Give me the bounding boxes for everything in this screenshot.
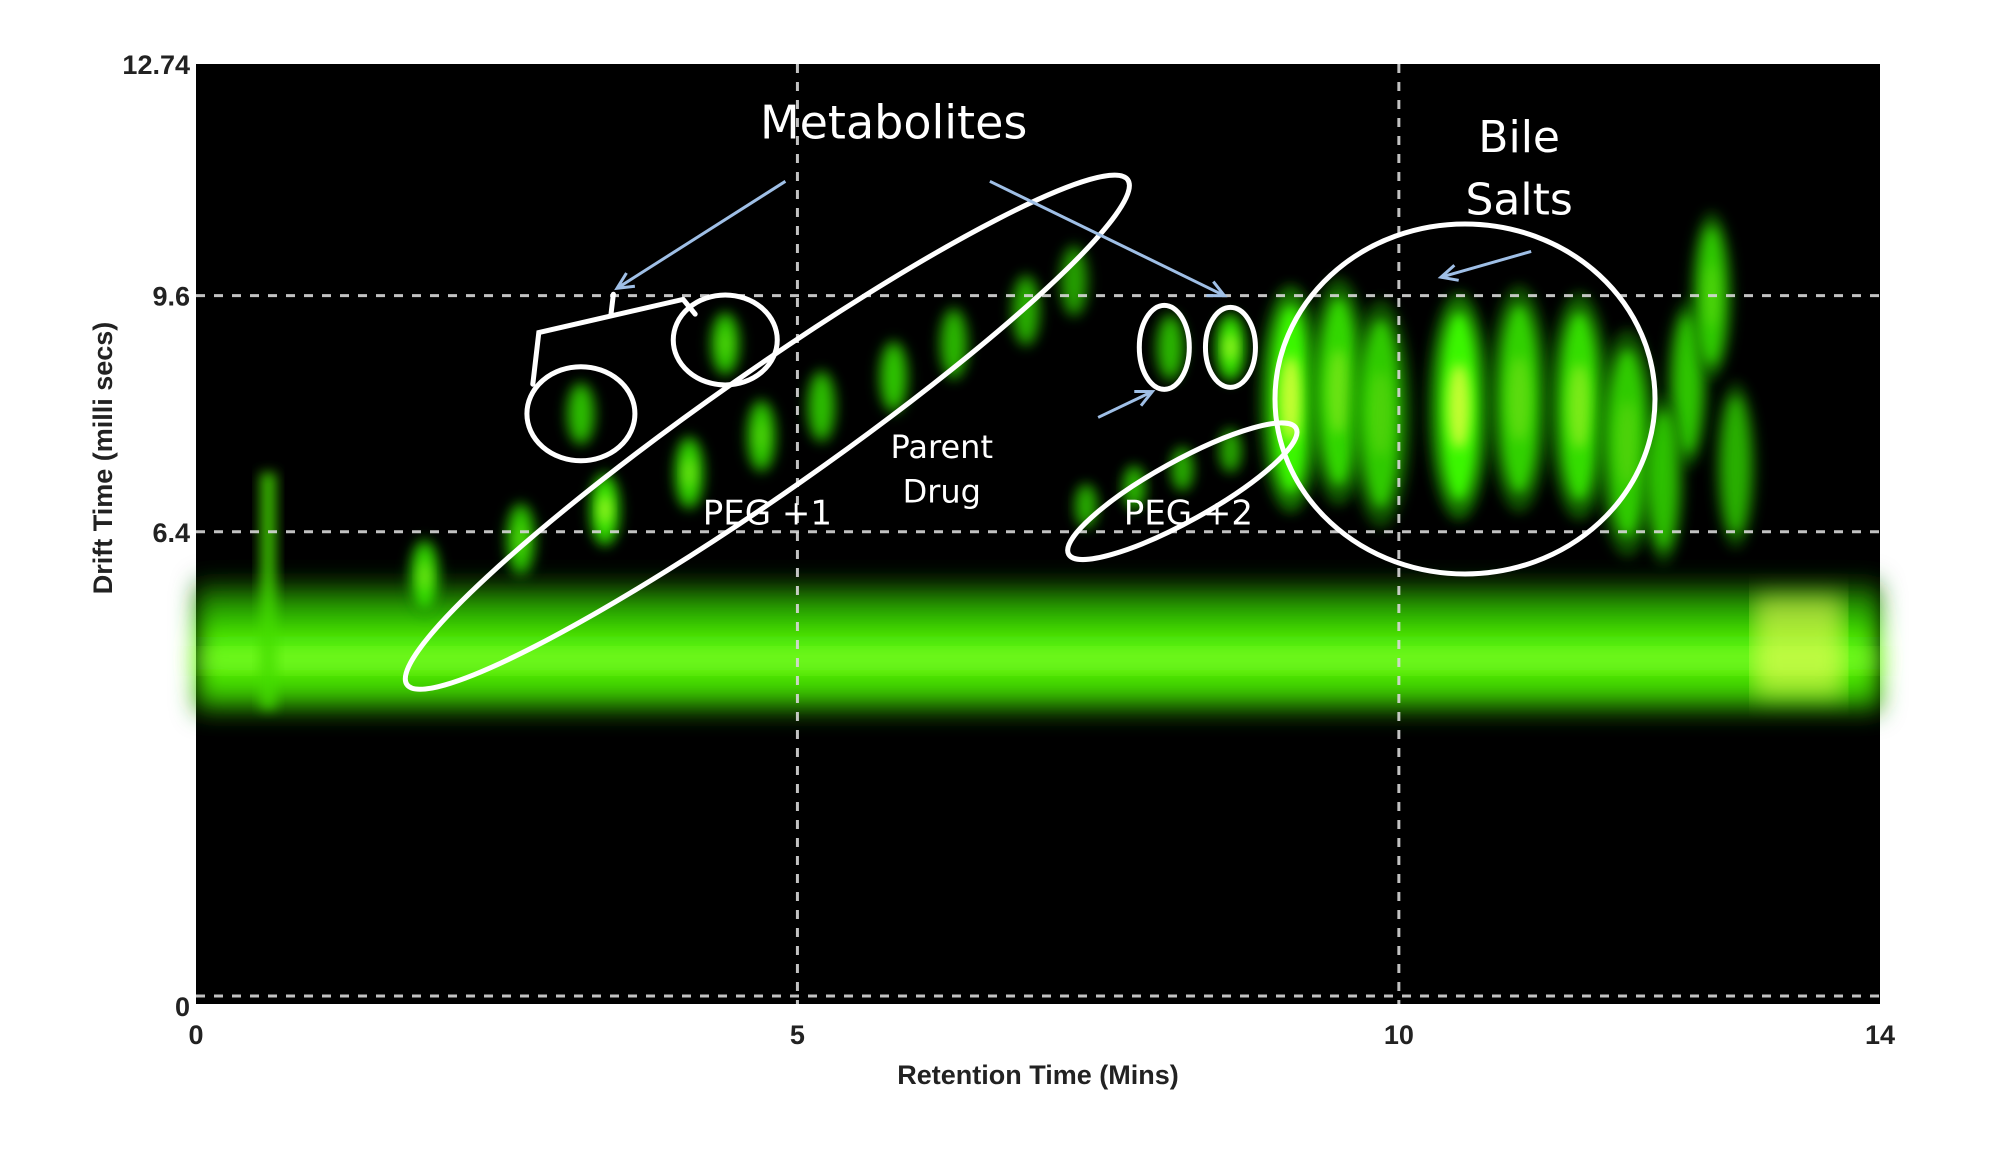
peak-body xyxy=(1649,410,1678,551)
peak-body xyxy=(1221,430,1240,471)
peg1-peak xyxy=(406,537,443,615)
peak-core xyxy=(1224,333,1237,361)
peak-body xyxy=(569,385,592,442)
metabolites-arrow-left xyxy=(614,180,787,291)
annotation-label: Metabolites xyxy=(760,96,1027,150)
peg1-peak xyxy=(671,434,707,512)
late-peak xyxy=(1641,396,1686,565)
arrow-head xyxy=(1134,390,1156,407)
axis-ticks: 0 5 10 14 0 6.4 9.6 12.74 xyxy=(122,50,1895,1050)
grid xyxy=(196,64,1880,1004)
peak-core xyxy=(683,458,696,488)
peak-core xyxy=(418,561,431,591)
annotation-label: Drug xyxy=(903,472,981,510)
annotation-label: PEG +1 xyxy=(703,493,832,533)
arrow-head xyxy=(1206,280,1228,298)
annotation-label: PEG +2 xyxy=(1124,493,1253,533)
peak-core xyxy=(755,421,768,451)
peak-core xyxy=(1616,400,1639,486)
y-tick-label: 6.4 xyxy=(152,518,190,548)
annotation-shapes xyxy=(402,172,1658,692)
arrow-head xyxy=(614,272,636,291)
peg1-peak xyxy=(803,367,840,445)
annotation-label: Parent xyxy=(891,428,993,466)
arrow-head xyxy=(1437,264,1459,282)
metabolite-ellipse-2 xyxy=(670,292,780,388)
metabolite-peak xyxy=(563,380,599,448)
arrow-line xyxy=(989,179,1226,298)
peg2-ellipse xyxy=(1065,420,1300,562)
peak-body xyxy=(942,311,965,376)
peak-core xyxy=(1448,363,1470,450)
bile-salts-circle xyxy=(1272,221,1658,577)
baseline-band-core xyxy=(196,653,1880,669)
peg1-peak xyxy=(876,338,912,416)
y-tick-label: 0 xyxy=(175,992,190,1022)
metabolites-arrow-right xyxy=(989,179,1228,298)
annotation-label: Salts xyxy=(1465,175,1572,226)
parent-drug-ellipse-1 xyxy=(1136,302,1192,392)
bile-salt-peak xyxy=(1348,299,1413,528)
peak-body xyxy=(1721,395,1750,536)
baseline-band xyxy=(196,575,1880,717)
parent-drug-peak xyxy=(1212,311,1249,384)
bile-salt-peak xyxy=(1487,284,1552,513)
annotation-labels: Metabolites Bile Salts Parent Drug PEG +1 PEG … xyxy=(703,96,1573,534)
baseline-hotspot xyxy=(1753,595,1844,697)
peak-core xyxy=(1568,363,1591,450)
bile-salt-peak xyxy=(1547,292,1612,521)
y-tick-label: 9.6 xyxy=(152,282,190,312)
peak-core xyxy=(1327,348,1350,435)
peak-core xyxy=(1508,356,1531,442)
void-peak-streak xyxy=(260,472,277,709)
peak-core xyxy=(598,495,612,525)
x-tick-label: 10 xyxy=(1384,1020,1414,1050)
heatmap-signal xyxy=(196,211,1880,717)
arrow-line xyxy=(616,180,787,290)
parent-drug-ellipse-2 xyxy=(1202,304,1258,390)
metabolite-peak xyxy=(707,310,743,378)
peak-body xyxy=(1159,317,1182,378)
peak-body xyxy=(882,344,905,409)
x-axis-title: Retention Time (Mins) xyxy=(897,1060,1179,1090)
bile-salt-peak xyxy=(1427,292,1491,521)
peg1-peak xyxy=(1056,242,1092,320)
peak-body xyxy=(1063,248,1086,313)
x-tick-label: 14 xyxy=(1865,1020,1895,1050)
arrow-line xyxy=(1097,390,1153,419)
metabolite-ellipse-1 xyxy=(524,364,638,464)
y-tick-label: 12.74 xyxy=(122,50,190,80)
late-peak xyxy=(1713,381,1759,550)
arrow-line xyxy=(1440,249,1532,279)
plot-background xyxy=(196,64,1880,1004)
parent-drug-peak xyxy=(1152,311,1188,384)
x-tick-label: 0 xyxy=(188,1020,203,1050)
metabolites-bracket xyxy=(530,291,698,387)
bile-salts-arrow xyxy=(1437,249,1532,282)
y-axis-title: Drift Time (milli secs) xyxy=(88,322,118,595)
x-tick-label: 5 xyxy=(790,1020,805,1050)
peg1-peak xyxy=(743,397,779,475)
peg1-peak xyxy=(587,471,623,549)
peak-core xyxy=(1279,356,1302,442)
annotation-label: Bile xyxy=(1478,112,1560,163)
peak-core xyxy=(719,331,732,357)
peak-body xyxy=(810,374,833,439)
parent-drug-arrow xyxy=(1097,390,1156,419)
peak-core xyxy=(1369,370,1392,457)
